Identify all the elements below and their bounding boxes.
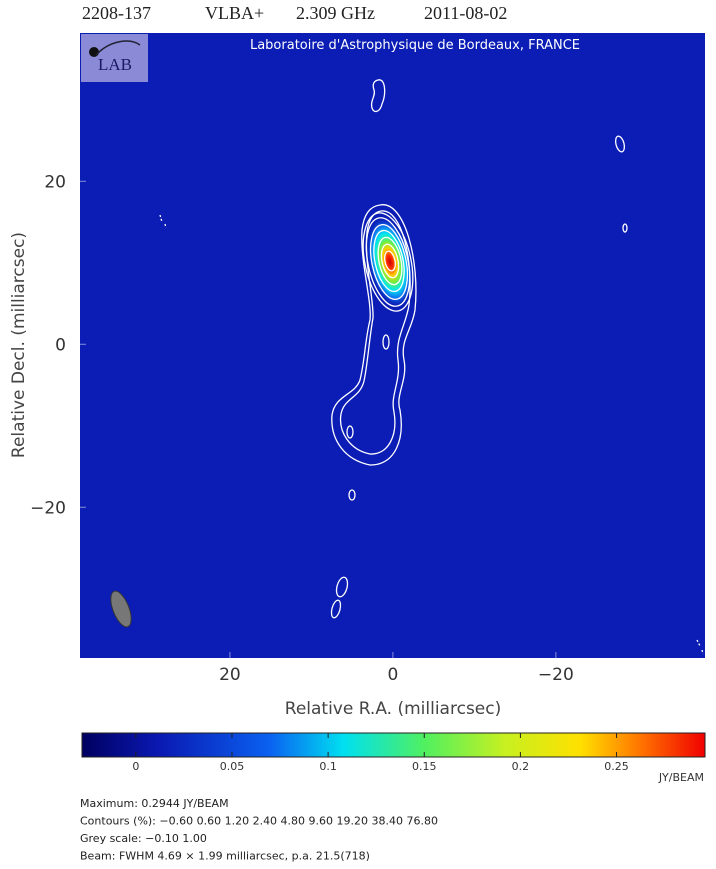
contour (369, 224, 409, 300)
contour (614, 135, 626, 153)
info-line: Grey scale: −0.10 1.00 (80, 832, 207, 845)
contours (159, 79, 704, 655)
info-line: Beam: FWHM 4.69 × 1.99 milliarcsec, p.a.… (80, 850, 370, 863)
contour (346, 425, 354, 439)
colorbar (81, 732, 706, 758)
contour (362, 212, 414, 312)
x-tick-label: −20 (538, 665, 574, 685)
x-axis-label: Relative R.A. (milliarcsec) (285, 699, 501, 719)
colorbar-tick-label: 0.25 (604, 760, 629, 773)
contour (330, 599, 342, 619)
contour (331, 204, 417, 466)
colorbar-tick-label: 0.1 (319, 760, 337, 773)
info: Maximum: 0.2944 JY/BEAM Contours (%): −0.… (80, 797, 438, 863)
contour (335, 576, 349, 598)
logo-box (81, 34, 148, 82)
logo-arc (95, 40, 141, 56)
contour (384, 250, 396, 272)
annotation: Laboratoire d'Astrophysique de Bordeaux,… (250, 38, 580, 53)
beam (110, 590, 132, 628)
contour (348, 489, 356, 501)
colorbar-tick-label: 0 (132, 760, 139, 773)
y-tick-label: 20 (44, 172, 66, 192)
axes: 20 0 −20 −20 0 20 (30, 172, 574, 685)
colorbar-unit: JY/BEAM (658, 771, 704, 784)
title-part: 2011-08-02 (424, 3, 507, 23)
title-part: 2.309 GHz (296, 3, 375, 23)
info-line: Maximum: 0.2944 JY/BEAM (80, 797, 229, 810)
contour (622, 223, 628, 233)
contour (377, 236, 403, 286)
contour (373, 229, 405, 293)
contour (365, 217, 411, 307)
title-part: 2208-137 (82, 3, 151, 23)
logo-text: LAB (98, 55, 132, 74)
colorbar-tick-label: 0.2 (512, 760, 530, 773)
contour (380, 243, 400, 279)
contour (370, 79, 386, 113)
x-tick-label: 20 (219, 665, 241, 685)
y-axis-label: Relative Decl. (milliarcsec) (9, 232, 29, 458)
contour (696, 639, 704, 655)
y-tick-label: 0 (55, 335, 66, 355)
colorbar-tick-label: 0.05 (220, 760, 245, 773)
y-tick-label: −20 (30, 498, 66, 518)
image-background (80, 33, 705, 658)
title: 2208-137 VLBA+ 2.309 GHz 2011-08-02 (82, 3, 507, 23)
colorbar-ticks: 0 0.05 0.1 0.15 0.2 0.25 (132, 733, 629, 773)
contour (382, 334, 390, 350)
contour (159, 214, 167, 229)
title-part: VLBA+ (205, 3, 264, 23)
x-tick-label: 0 (387, 665, 398, 685)
info-line: Contours (%): −0.60 0.60 1.20 2.40 4.80 … (80, 815, 438, 828)
colorbar-tick-label: 0.15 (412, 760, 437, 773)
